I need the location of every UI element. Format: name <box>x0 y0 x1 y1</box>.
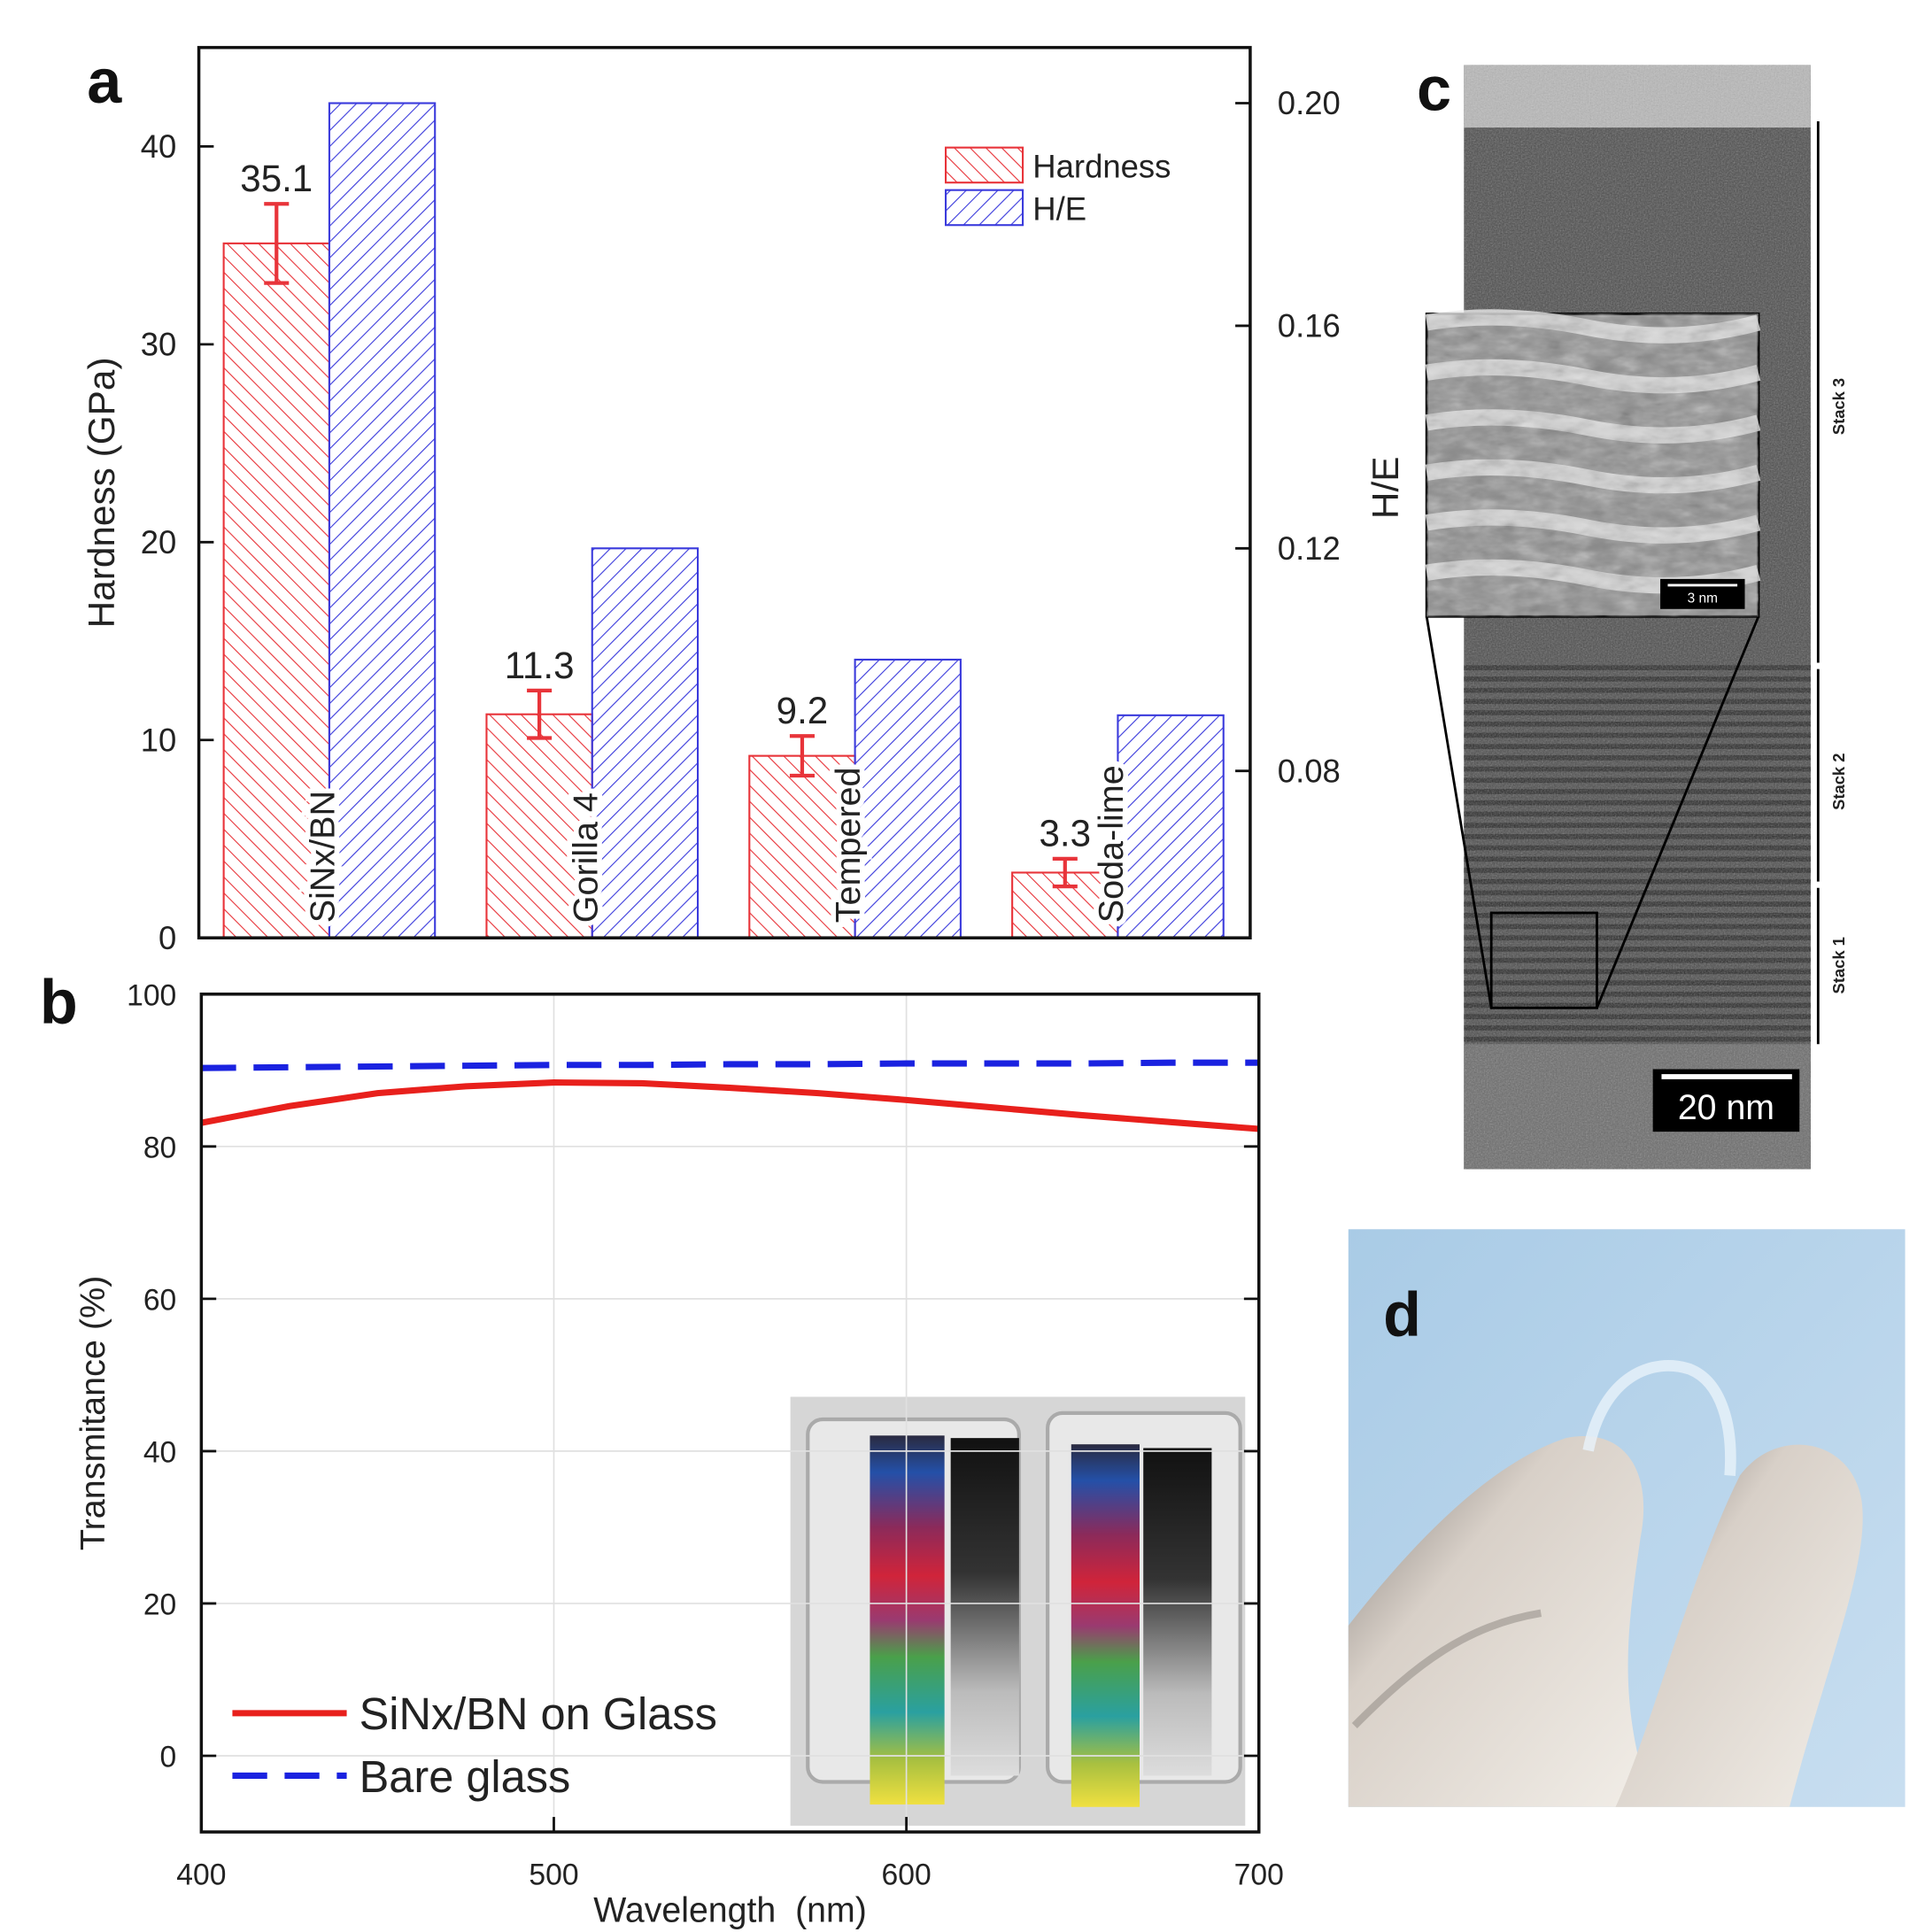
panel-label: b <box>40 966 78 1036</box>
error-bar <box>1052 856 1078 889</box>
category-label: Gorilla 4 <box>566 792 605 923</box>
y-tick-label: 40 <box>143 1436 176 1470</box>
scale-bar-label: 20 nm <box>1678 1088 1774 1127</box>
data-label: 9.2 <box>777 690 829 731</box>
legend-swatch <box>945 146 1024 184</box>
panel-label: c <box>1417 53 1451 123</box>
data-label: 11.3 <box>505 645 575 686</box>
stack-label: Stack 2 <box>1829 753 1848 810</box>
y-tick-label: 60 <box>143 1283 176 1317</box>
bar <box>222 242 330 939</box>
y2-tick-label: 0.12 <box>1278 530 1341 567</box>
legend-label: Hardness <box>1032 148 1171 184</box>
x-tick-label: 500 <box>529 1858 578 1891</box>
y-tick-label: 10 <box>141 722 177 758</box>
legend-label: SiNx/BN on Glass <box>359 1689 717 1739</box>
line-series <box>201 1059 1259 1071</box>
bar <box>1117 714 1225 939</box>
y-tick-label: 0 <box>158 920 176 956</box>
y-tick-label: 30 <box>141 326 177 362</box>
x-tick-label: 400 <box>176 1858 226 1891</box>
category-label: SiNx/BN <box>304 791 343 923</box>
legend-swatch <box>945 189 1024 227</box>
x-axis-title: Wavelength (nm) <box>593 1891 867 1930</box>
x-tick-label: 600 <box>882 1858 932 1891</box>
y-tick-label: 40 <box>141 128 177 165</box>
line-series <box>200 1079 1260 1132</box>
error-bar <box>264 202 290 285</box>
category-label: Soda-lime <box>1092 765 1131 923</box>
y2-tick-label: 0.20 <box>1278 85 1341 121</box>
legend-label: Bare glass <box>359 1751 571 1802</box>
y-axis-title: Hardness (GPa) <box>81 357 122 628</box>
y-tick-label: 0 <box>160 1741 177 1774</box>
bar <box>854 658 962 939</box>
bar <box>591 547 700 939</box>
y-tick-label: 20 <box>143 1588 176 1622</box>
stack-label: Stack 3 <box>1829 378 1848 435</box>
category-label: Tempered <box>829 767 868 923</box>
panel-label: a <box>87 46 122 116</box>
panel-label: d <box>1383 1279 1421 1349</box>
plot-frame <box>199 993 1261 1834</box>
stack-label: Stack 1 <box>1829 937 1848 993</box>
x-tick-label: 700 <box>1234 1858 1284 1891</box>
y2-axis-title: H/E <box>1365 456 1406 519</box>
data-label: 35.1 <box>240 158 313 199</box>
bar <box>328 102 437 939</box>
inset-scale: 3 nm <box>1688 591 1718 607</box>
plot-frame <box>197 45 1252 939</box>
data-label: 3.3 <box>1040 813 1092 854</box>
tem-image: 3 nm 20 nm Stack 3 Stack 2 Stack 1 <box>1425 65 1848 1170</box>
legend-label: H/E <box>1032 190 1086 227</box>
y-axis-title: Transmitance (%) <box>73 1276 112 1550</box>
y-tick-label: 20 <box>141 524 177 560</box>
photo <box>1348 1229 1906 1807</box>
error-bar <box>789 734 815 778</box>
y-tick-label: 80 <box>143 1131 176 1164</box>
y2-tick-label: 0.08 <box>1278 753 1341 789</box>
y-tick-label: 100 <box>127 978 176 1012</box>
y2-tick-label: 0.16 <box>1278 308 1341 344</box>
inset-photo <box>790 1396 1246 1826</box>
error-bar <box>527 688 553 740</box>
